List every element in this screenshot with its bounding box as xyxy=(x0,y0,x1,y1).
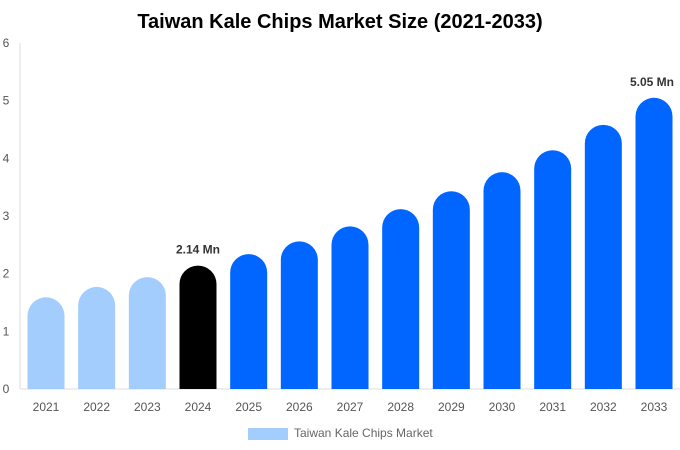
x-tick-label: 2026 xyxy=(286,400,313,414)
y-tick-label: 5 xyxy=(3,94,10,108)
y-tick-label: 2 xyxy=(3,267,10,281)
x-tick-label: 2027 xyxy=(337,400,364,414)
bar-2033 xyxy=(635,97,673,390)
bar-2032 xyxy=(584,124,622,389)
y-tick-label: 3 xyxy=(3,209,10,223)
bar-2022 xyxy=(78,286,116,389)
bar-2024 xyxy=(179,265,217,389)
x-tick-label: 2029 xyxy=(438,400,465,414)
x-tick-label: 2024 xyxy=(185,400,212,414)
bar-2028 xyxy=(382,209,420,389)
y-tick-label: 1 xyxy=(3,324,10,338)
y-tick-label: 4 xyxy=(3,151,10,165)
data-label: 5.05 Mn xyxy=(630,75,674,89)
x-tick-label: 2023 xyxy=(134,400,161,414)
data-label: 2.14 Mn xyxy=(176,243,220,257)
bar-2025 xyxy=(230,254,268,389)
y-tick-label: 6 xyxy=(3,36,10,50)
x-tick-label: 2025 xyxy=(235,400,262,414)
x-tick-label: 2032 xyxy=(590,400,617,414)
x-tick-label: 2033 xyxy=(641,400,668,414)
x-tick-label: 2021 xyxy=(33,400,60,414)
x-tick-label: 2028 xyxy=(387,400,414,414)
x-tick-label: 2022 xyxy=(83,400,110,414)
bar-2023 xyxy=(128,277,166,389)
legend-label[interactable]: Taiwan Kale Chips Market xyxy=(294,426,433,440)
x-tick-label: 2030 xyxy=(489,400,516,414)
y-tick-label: 0 xyxy=(3,382,10,396)
bar-2031 xyxy=(534,150,572,389)
bar-2021 xyxy=(27,297,65,389)
legend-swatch xyxy=(248,428,288,440)
bar-2027 xyxy=(331,226,369,389)
x-tick-label: 2031 xyxy=(539,400,566,414)
bar-2026 xyxy=(280,241,318,389)
chart-title: Taiwan Kale Chips Market Size (2021-2033… xyxy=(137,11,542,33)
bar-2030 xyxy=(483,172,521,389)
bar-2029 xyxy=(432,191,470,389)
